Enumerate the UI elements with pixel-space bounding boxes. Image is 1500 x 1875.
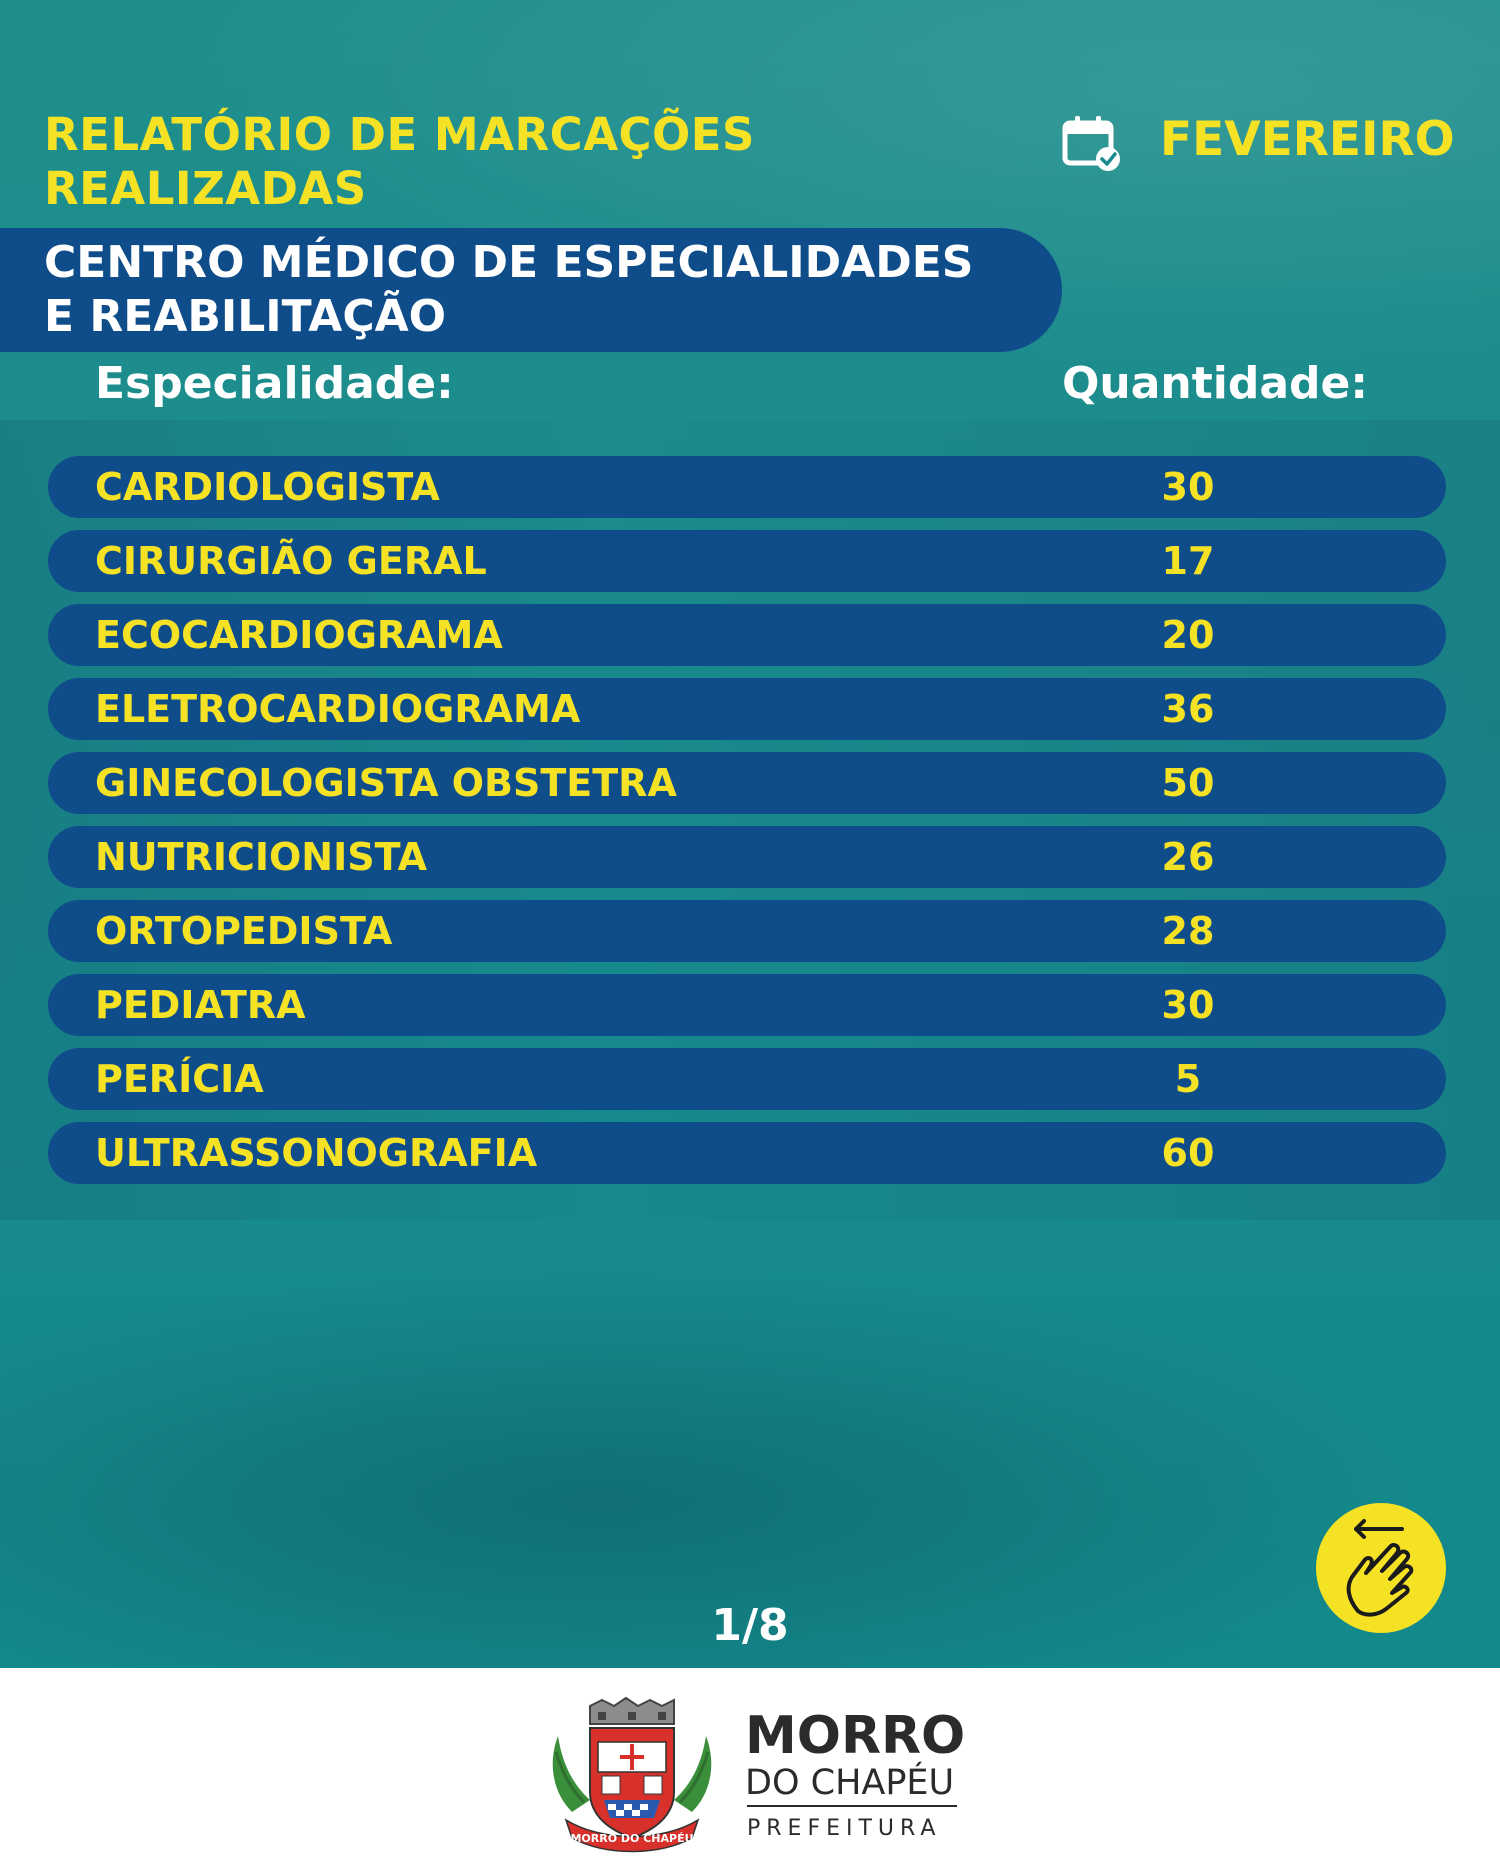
specialty-quantity: 17 bbox=[1161, 539, 1215, 583]
municipal-crest-logo: MORRO DO CHAPÉU bbox=[552, 1696, 712, 1853]
specialty-name: NUTRICIONISTA bbox=[95, 835, 427, 879]
specialty-quantity: 30 bbox=[1161, 983, 1215, 1027]
table-row: ULTRASSONOGRAFIA 60 bbox=[48, 1122, 1446, 1184]
specialty-quantity: 20 bbox=[1161, 613, 1215, 657]
specialty-quantity: 5 bbox=[1174, 1057, 1202, 1101]
specialty-table: CARDIOLOGISTA 30 CIRURGIÃO GERAL 17 ECOC… bbox=[48, 456, 1446, 1196]
specialty-quantity: 50 bbox=[1161, 761, 1215, 805]
specialty-name: CARDIOLOGISTA bbox=[95, 465, 440, 509]
swipe-next-button[interactable] bbox=[1316, 1503, 1446, 1633]
center-banner bbox=[0, 228, 1062, 352]
table-row: CIRURGIÃO GERAL 17 bbox=[48, 530, 1446, 592]
table-row: NUTRICIONISTA 26 bbox=[48, 826, 1446, 888]
report-title-line1: RELATÓRIO DE MARCAÇÕES bbox=[44, 108, 755, 161]
table-row: PERÍCIA 5 bbox=[48, 1048, 1446, 1110]
specialty-quantity: 26 bbox=[1161, 835, 1215, 879]
calendar-check-icon bbox=[1062, 116, 1120, 171]
specialty-quantity: 36 bbox=[1161, 687, 1215, 731]
report-title-line2: REALIZADAS bbox=[44, 162, 367, 215]
column-header-quantity: Quantidade: bbox=[1062, 358, 1368, 409]
crest-banner-text: MORRO DO CHAPÉU bbox=[570, 1832, 693, 1845]
swipe-hand-icon bbox=[1346, 1519, 1414, 1617]
specialty-name: ELETROCARDIOGRAMA bbox=[95, 687, 581, 731]
specialty-name: ULTRASSONOGRAFIA bbox=[95, 1131, 538, 1175]
brand-subtitle: PREFEITURA bbox=[747, 1816, 942, 1841]
brand-name-line2: DO CHAPÉU bbox=[745, 1763, 955, 1803]
table-row: GINECOLOGISTA OBSTETRA 50 bbox=[48, 752, 1446, 814]
background-blur-bottom bbox=[0, 1250, 1500, 1668]
table-row: PEDIATRA 30 bbox=[48, 974, 1446, 1036]
specialty-quantity: 30 bbox=[1161, 465, 1215, 509]
report-title: RELATÓRIO DE MARCAÇÕES REALIZADAS bbox=[44, 108, 755, 216]
specialty-name: CIRURGIÃO GERAL bbox=[95, 539, 487, 583]
column-header-specialty: Especialidade: bbox=[95, 358, 454, 409]
specialty-name: ECOCARDIOGRAMA bbox=[95, 613, 503, 657]
page-indicator: 1/8 bbox=[711, 1600, 789, 1651]
specialty-name: ORTOPEDISTA bbox=[95, 909, 393, 953]
center-title-line2: E REABILITAÇÃO bbox=[44, 291, 447, 342]
table-row: ECOCARDIOGRAMA 20 bbox=[48, 604, 1446, 666]
table-row: CARDIOLOGISTA 30 bbox=[48, 456, 1446, 518]
specialty-quantity: 60 bbox=[1161, 1131, 1215, 1175]
brand-divider bbox=[747, 1805, 957, 1807]
specialty-name: PEDIATRA bbox=[95, 983, 306, 1027]
footer bbox=[0, 1668, 1500, 1875]
table-row: ORTOPEDISTA 28 bbox=[48, 900, 1446, 962]
center-title-line1: CENTRO MÉDICO DE ESPECIALIDADES bbox=[44, 237, 974, 288]
brand-name-line1: MORRO bbox=[745, 1706, 966, 1766]
specialty-name: GINECOLOGISTA OBSTETRA bbox=[95, 761, 677, 805]
specialty-quantity: 28 bbox=[1161, 909, 1215, 953]
table-row: ELETROCARDIOGRAMA 36 bbox=[48, 678, 1446, 740]
center-title: CENTRO MÉDICO DE ESPECIALIDADES E REABIL… bbox=[44, 236, 973, 344]
specialty-name: PERÍCIA bbox=[95, 1057, 264, 1101]
month-label: FEVEREIRO bbox=[1160, 112, 1455, 167]
